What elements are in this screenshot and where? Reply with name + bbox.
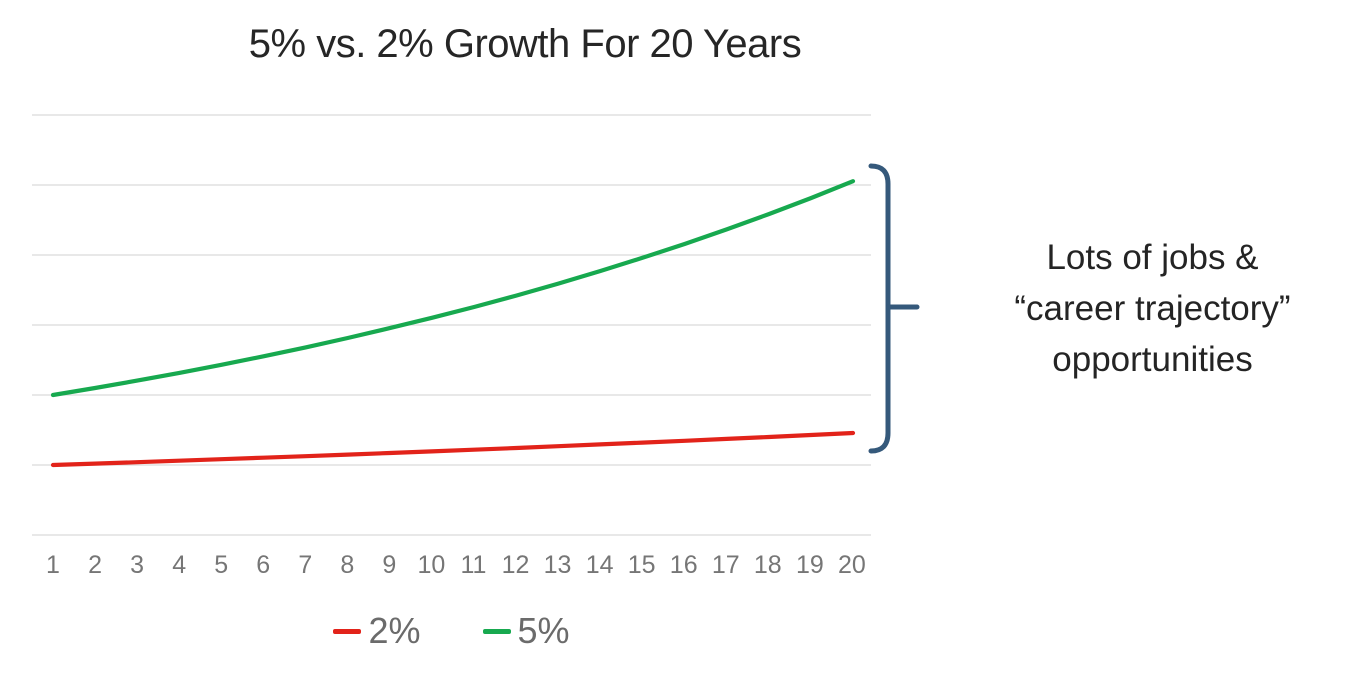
x-tick-label: 19 bbox=[795, 551, 824, 579]
series-line-5pct bbox=[50, 179, 856, 398]
x-tick-label: 5 bbox=[214, 551, 229, 579]
x-tick-label: 17 bbox=[711, 551, 740, 579]
x-tick-label: 7 bbox=[298, 551, 313, 579]
x-tick-label: 13 bbox=[543, 551, 572, 579]
annotation-text-block: Lots of jobs & “career trajectory” oppor… bbox=[955, 232, 1350, 385]
annotation-line-3: opportunities bbox=[1052, 340, 1253, 379]
chart-title: 5% vs. 2% Growth For 20 Years bbox=[248, 22, 802, 66]
legend-label-5pct: 5% bbox=[517, 610, 570, 651]
x-tick-label: 10 bbox=[417, 551, 446, 579]
x-tick-label: 8 bbox=[340, 551, 355, 579]
x-tick-label: 4 bbox=[172, 551, 187, 579]
legend-swatch-2pct-red-dash bbox=[333, 628, 362, 634]
series-lines bbox=[50, 179, 856, 468]
x-tick-label: 15 bbox=[627, 551, 656, 579]
x-tick-label: 12 bbox=[501, 551, 530, 579]
legend-item-2pct: 2% bbox=[333, 610, 421, 652]
x-tick-label: 14 bbox=[585, 551, 614, 579]
gridlines bbox=[32, 114, 871, 536]
annotation-line-2: “career trajectory” bbox=[1014, 289, 1291, 328]
brace-annotation-bracket bbox=[868, 163, 891, 454]
x-tick-label: 3 bbox=[130, 551, 145, 579]
x-tick-label: 16 bbox=[669, 551, 698, 579]
x-tick-label: 1 bbox=[46, 551, 60, 579]
legend-item-5pct: 5% bbox=[482, 610, 570, 652]
legend-label-2pct: 2% bbox=[368, 610, 421, 651]
x-tick-label: 6 bbox=[256, 551, 271, 579]
x-tick-label: 20 bbox=[837, 551, 866, 579]
x-tick-label: 9 bbox=[382, 551, 397, 579]
x-axis-tick-labels: 1 2 3 4 5 6 7 8 9 10 11 12 13 14 15 16 17 18 19 20 bbox=[32, 551, 873, 580]
chart-legend: 2% 5% bbox=[0, 610, 903, 652]
annotation-line-1: Lots of jobs & bbox=[1046, 238, 1259, 277]
x-tick-label: 2 bbox=[88, 551, 102, 579]
x-tick-label: 18 bbox=[753, 551, 782, 579]
series-line-2pct bbox=[50, 430, 856, 468]
x-tick-label: 11 bbox=[460, 551, 487, 579]
legend-swatch-5pct-green-dash bbox=[482, 628, 511, 634]
